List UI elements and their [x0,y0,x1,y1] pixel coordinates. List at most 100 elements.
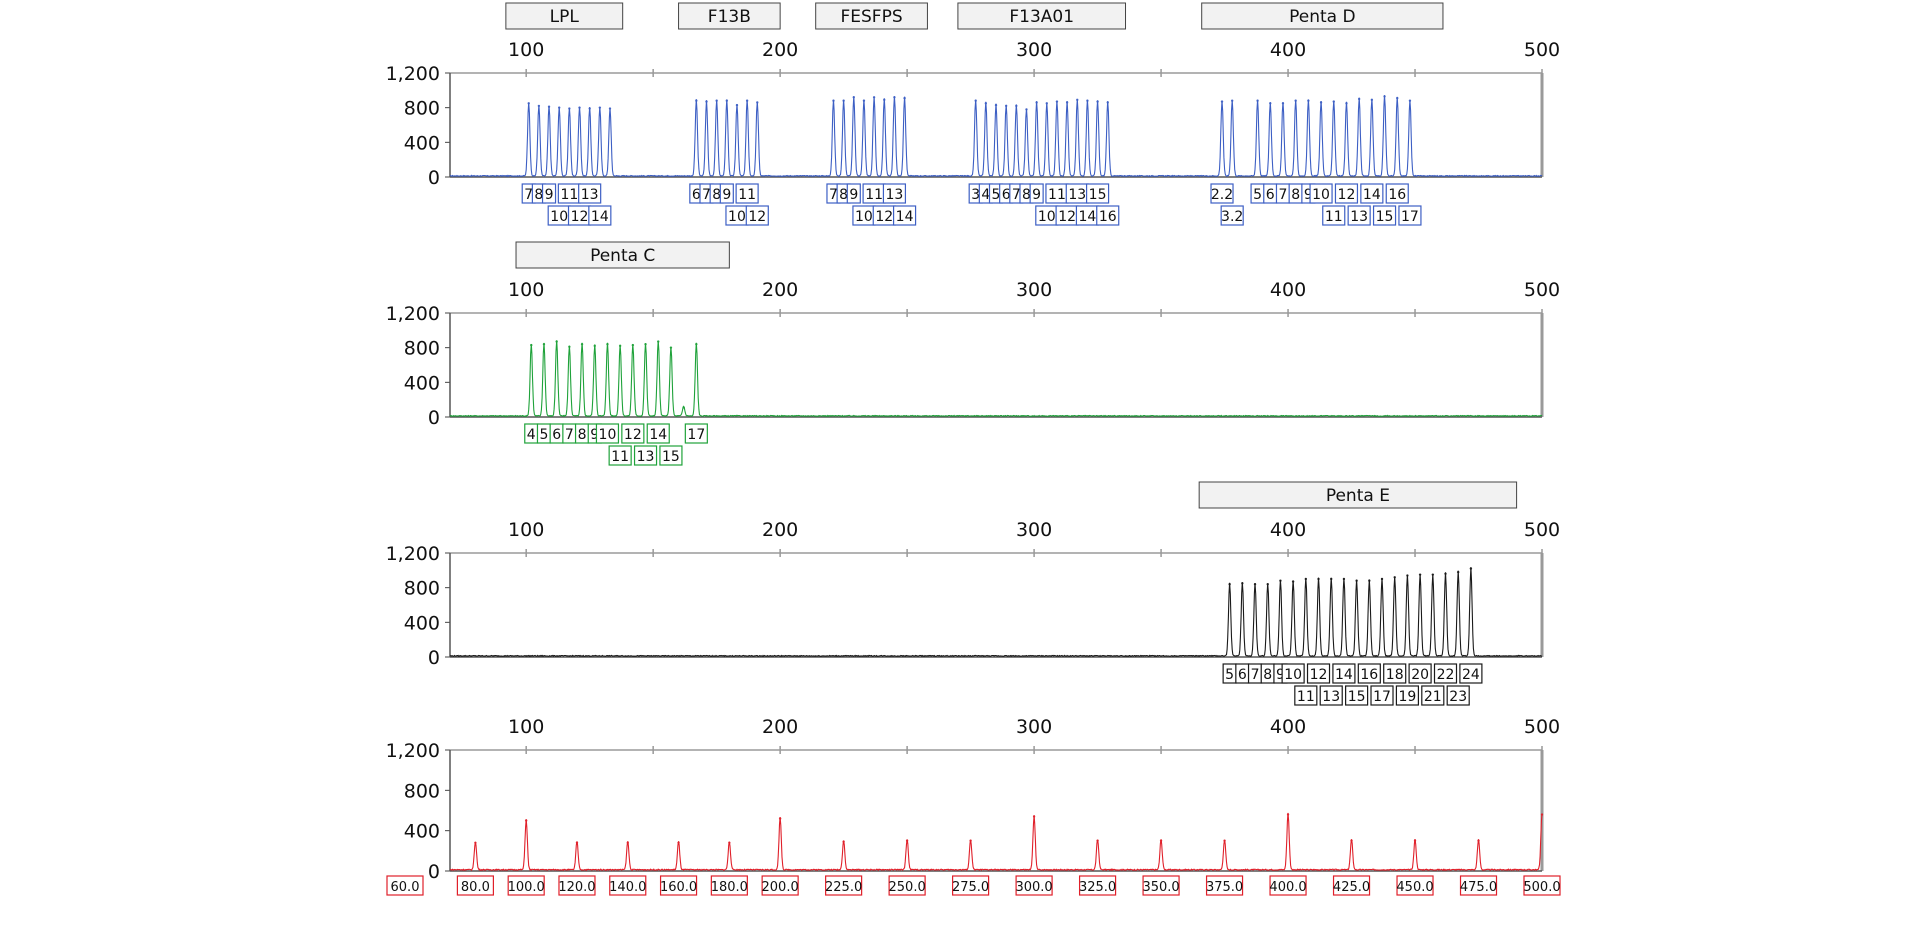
locus-marker-bar [957,2,1127,30]
peak-mark [631,343,635,347]
allele-label: 14 [1363,187,1381,203]
allele-label: 5 [992,187,1001,203]
peak-mark [1256,99,1259,102]
locus-marker-label: Penta C [590,246,655,266]
peak-mark [580,343,584,346]
allele-label: 10 [855,209,873,225]
x-tick-label: 200 [762,279,798,301]
allele-label: 12 [1058,209,1076,225]
peak-mark [682,406,685,409]
y-tick-label: 0 [428,407,440,429]
peak-mark [1368,579,1371,582]
peak-mark [1418,573,1422,576]
peak-mark [969,839,972,842]
y-tick-label: 1,200 [386,303,440,325]
peak-mark [555,340,558,343]
allele-label: 18 [1386,667,1404,683]
size-label: 475.0 [1460,880,1497,895]
size-label-box [952,875,990,896]
peak-mark [1469,567,1473,570]
trace-line [449,812,1543,872]
peak-mark [1228,583,1231,586]
allele-label: 10 [599,427,617,443]
peak-mark [905,839,909,842]
peak-mark [832,99,835,102]
allele-label: 13 [1322,689,1340,705]
size-label-box [1269,875,1307,896]
allele-label: 7 [829,187,838,203]
peak-mark [606,343,609,346]
allele-label-box [719,183,734,204]
y-tick-label: 1,200 [386,63,440,85]
allele-label-box [1294,685,1318,706]
allele-label-box [1096,205,1120,226]
size-label-box [1459,875,1498,896]
peak-mark [1004,104,1008,108]
allele-label-box [1421,685,1445,706]
peak-mark [1035,101,1038,104]
size-label-box [825,875,863,896]
size-label-box [1015,875,1053,896]
allele-label: 9 [722,187,731,203]
allele-label: 14 [1335,667,1353,683]
y-tick-label: 400 [404,132,440,154]
allele-label: 4 [981,187,990,203]
allele-label: 11 [611,449,629,465]
allele-label: 11 [1297,689,1315,705]
peak-mark [872,96,876,99]
x-tick-label: 300 [1016,39,1052,61]
peak-mark [1086,99,1089,102]
y-tick-label: 1,200 [386,740,440,762]
peak-mark [1477,839,1480,842]
x-tick-label: 400 [1270,519,1306,541]
allele-label: 11 [560,187,578,203]
allele-label: 10 [1038,209,1056,225]
size-label-box [710,875,748,896]
peak-mark [1431,573,1435,576]
y-tick-label: 800 [404,338,440,360]
allele-label-box [1306,663,1331,684]
allele-label: 10 [728,209,746,225]
peak-mark [1319,101,1323,104]
allele-label: 11 [1325,209,1343,225]
size-label: 375.0 [1206,880,1243,895]
peak-mark [1383,95,1386,98]
size-label: 160.0 [660,880,697,895]
allele-label-box [1345,685,1369,706]
peak-mark [618,344,622,348]
allele-label-box [1385,183,1409,204]
size-label: 100.0 [508,880,545,895]
peak-mark [657,340,660,343]
size-label: 120.0 [558,880,595,895]
allele-label: 6 [1266,187,1275,203]
size-label-box [386,875,424,896]
peak-mark [984,102,988,105]
peak-mark [1096,839,1099,842]
peak-mark [1350,839,1353,842]
peak-mark [530,343,533,347]
size-label: 250.0 [889,880,926,895]
allele-label: 15 [1376,209,1394,225]
x-tick-label: 200 [762,716,798,738]
peak-mark [1357,97,1361,101]
size-label-box [507,875,545,896]
allele-label: 10 [550,209,568,225]
peak-mark [994,103,998,107]
allele-label-box [578,183,602,204]
size-label-box [1523,875,1561,896]
allele-label-box [1319,685,1343,706]
size-label: 350.0 [1142,880,1179,895]
locus-marker-bar [1198,481,1518,509]
peak-mark [593,344,596,348]
allele-label: 2.2 [1211,187,1233,203]
allele-label: 5 [1253,187,1262,203]
allele-label: 14 [1079,209,1097,225]
peak-mark [695,99,698,102]
allele-label-box [1372,205,1397,226]
peak-mark [626,841,629,844]
allele-label: 9 [590,427,599,443]
peak-mark [1253,583,1257,586]
size-label-box [1396,875,1434,896]
allele-label: 6 [552,427,561,443]
